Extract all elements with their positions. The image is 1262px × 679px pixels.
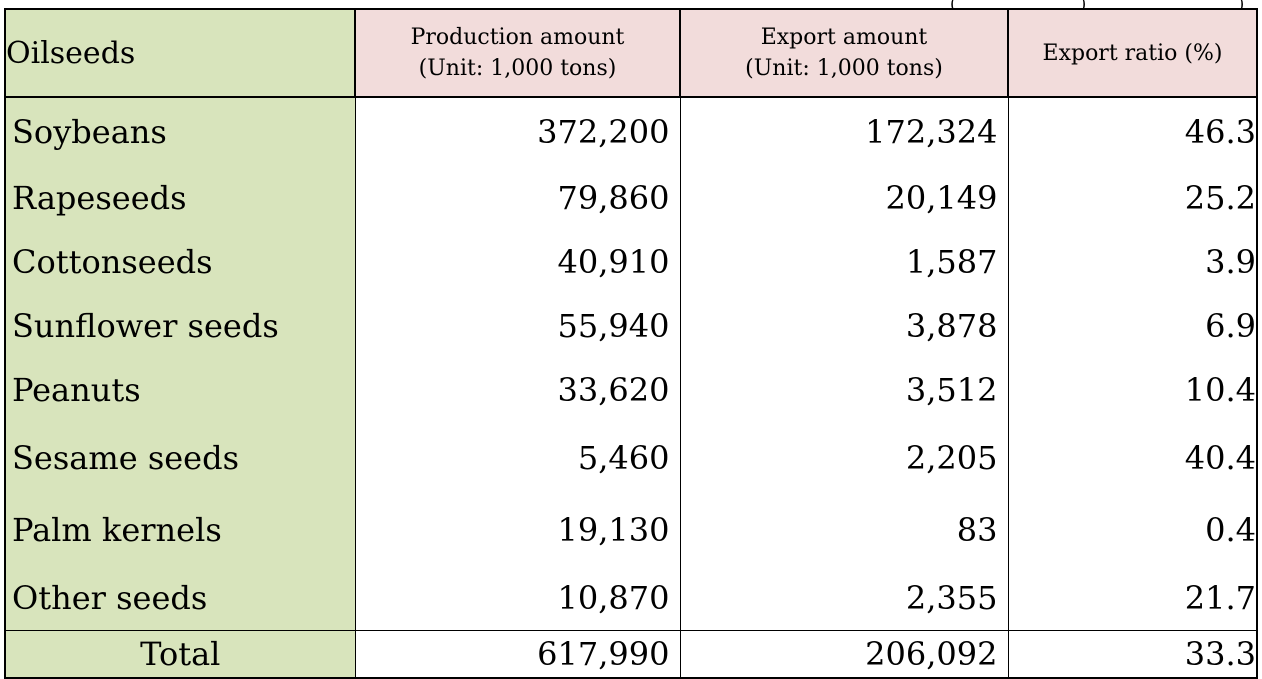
row-ratio: 6.9 — [1008, 294, 1258, 358]
row-production: 40,910 — [355, 230, 681, 294]
export-ratio-header: Export ratio (%) — [1007, 8, 1258, 98]
row-export: 2,205 — [680, 422, 1009, 494]
table-row: Rapeseeds 79,860 20,149 25.2 — [4, 166, 1258, 230]
row-production: 33,620 — [355, 358, 681, 422]
row-ratio: 0.4 — [1008, 494, 1258, 566]
row-production: 10,870 — [355, 566, 681, 631]
row-ratio: 3.9 — [1008, 230, 1258, 294]
row-ratio: 25.2 — [1008, 166, 1258, 230]
table-row: Other seeds 10,870 2,355 21.7 — [4, 566, 1258, 631]
table-row: Palm kernels 19,130 83 0.4 — [4, 494, 1258, 566]
production-header: Production amount (Unit: 1,000 tons) — [354, 8, 681, 98]
row-name: Sesame seeds — [4, 422, 356, 494]
row-export: 2,355 — [680, 566, 1009, 631]
row-name: Palm kernels — [4, 494, 356, 566]
row-name: Other seeds — [4, 566, 356, 631]
row-ratio: 40.4 — [1008, 422, 1258, 494]
row-production: 79,860 — [355, 166, 681, 230]
row-export: 3,512 — [680, 358, 1009, 422]
row-export: 20,149 — [680, 166, 1009, 230]
row-name: Sunflower seeds — [4, 294, 356, 358]
total-ratio: 33.3 — [1008, 630, 1258, 679]
row-ratio: 46.3 — [1008, 97, 1258, 166]
row-export: 3,878 — [680, 294, 1009, 358]
row-export: 83 — [680, 494, 1009, 566]
oilseeds-table: Oilseeds Production amount (Unit: 1,000 … — [4, 8, 1258, 679]
cropped-caption: ( ) ) — [0, 0, 1262, 8]
row-name: Peanuts — [4, 358, 356, 422]
row-export: 1,587 — [680, 230, 1009, 294]
total-label: Total — [4, 630, 356, 679]
row-name: Soybeans — [4, 97, 356, 166]
production-header-unit: (Unit: 1,000 tons) — [418, 56, 617, 81]
table-row: Peanuts 33,620 3,512 10.4 — [4, 358, 1258, 422]
table-row: Soybeans 372,200 172,324 46.3 — [4, 97, 1258, 166]
oilseeds-header: Oilseeds — [4, 8, 356, 98]
table-row: Sunflower seeds 55,940 3,878 6.9 — [4, 294, 1258, 358]
total-row: Total 617,990 206,092 33.3 — [4, 630, 1258, 679]
row-production: 19,130 — [355, 494, 681, 566]
row-ratio: 21.7 — [1008, 566, 1258, 631]
row-production: 372,200 — [355, 97, 681, 166]
export-header-unit: (Unit: 1,000 tons) — [745, 56, 943, 81]
table-row: Sesame seeds 5,460 2,205 40.4 — [4, 422, 1258, 494]
table-row: Cottonseeds 40,910 1,587 3.9 — [4, 230, 1258, 294]
export-header: Export amount (Unit: 1,000 tons) — [679, 8, 1009, 98]
row-production: 5,460 — [355, 422, 681, 494]
production-header-title: Production amount — [410, 25, 625, 50]
total-production: 617,990 — [355, 630, 681, 679]
row-ratio: 10.4 — [1008, 358, 1258, 422]
header-row: Oilseeds Production amount (Unit: 1,000 … — [4, 8, 1258, 98]
total-export: 206,092 — [680, 630, 1009, 679]
export-header-title: Export amount — [760, 25, 928, 50]
row-export: 172,324 — [680, 97, 1009, 166]
row-production: 55,940 — [355, 294, 681, 358]
row-name: Rapeseeds — [4, 166, 356, 230]
row-name: Cottonseeds — [4, 230, 356, 294]
